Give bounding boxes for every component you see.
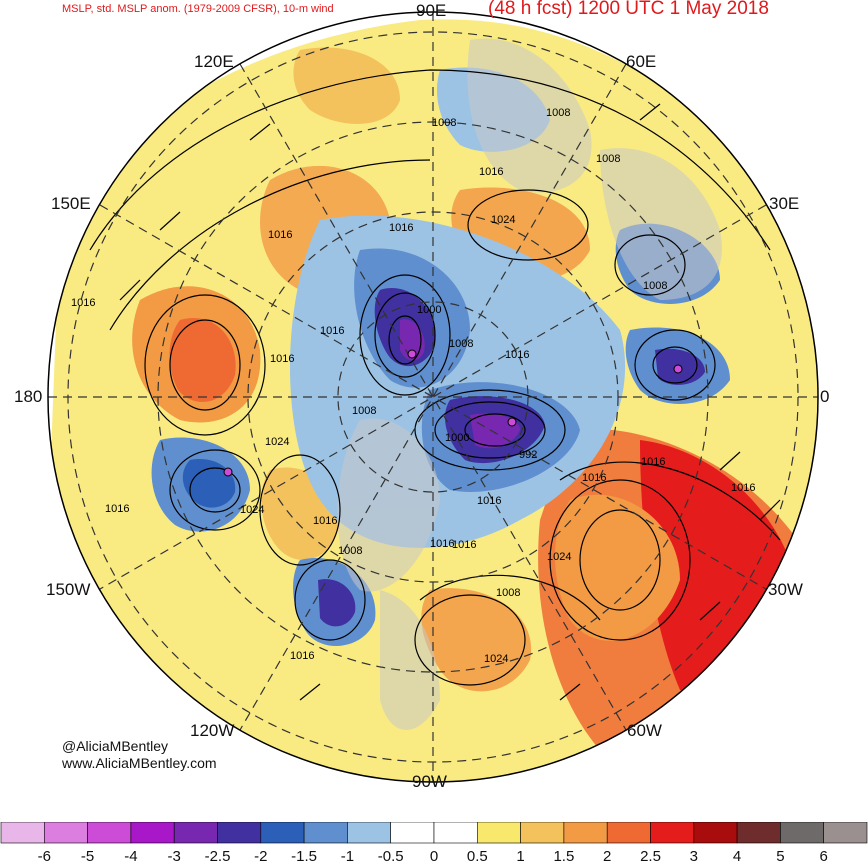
isobar-label: 1016 (641, 456, 665, 468)
colorbar-swatch (303, 822, 348, 844)
colorbar-tick-label: 1.5 (553, 848, 575, 865)
colorbar-swatch (347, 822, 391, 844)
colorbar-swatch (43, 822, 88, 844)
colorbar-tick-label: 2.5 (640, 848, 661, 865)
isobar-label: 1016 (505, 349, 529, 361)
colorbar-swatch (780, 822, 825, 844)
lon-label-150e: 150E (51, 194, 91, 213)
isobar-label: 1016 (320, 325, 344, 337)
isobar-label: 1016 (479, 166, 503, 178)
lon-label-60e: 60E (626, 52, 657, 71)
colorbar-tick-label: -2 (254, 848, 268, 865)
colorbar-swatch (173, 822, 218, 844)
lon-label-150w: 150W (46, 580, 91, 599)
isobar-label: 1024 (484, 653, 508, 665)
isobar-label: 1016 (313, 515, 337, 527)
isobar-label: 1008 (596, 153, 620, 165)
colorbar-tick-label: -5 (80, 848, 95, 865)
colorbar-tick-label: 6 (819, 848, 828, 865)
colorbar-tick-label: -1.5 (291, 848, 318, 865)
isobar-label: 1024 (547, 551, 571, 563)
isobar-label: 1016 (430, 538, 454, 550)
colorbar-tick-label: -3 (167, 848, 181, 865)
isobar-label: 1008 (643, 280, 667, 292)
isobar-label: 1008 (496, 587, 520, 599)
isobar-label: 1016 (290, 650, 314, 662)
isobar-labels: 1008100810081016102410161016101610081000… (71, 107, 755, 665)
colorbar-swatch (0, 822, 45, 844)
colorbar-tick-label: 3 (689, 848, 698, 865)
lon-label-30w: 30W (768, 580, 803, 599)
colorbar-swatch (87, 822, 132, 844)
lon-label-90e: 90E (416, 1, 447, 20)
polar-map: 1008100810081016102410161016101610081000… (47, 11, 819, 783)
map-disk: 1008100810081016102410161016101610081000… (48, 12, 818, 782)
colorbar-tick-label: -1 (340, 848, 355, 865)
isobar-label: 1008 (352, 405, 376, 417)
colorbar-tick-label: 0.5 (466, 848, 488, 865)
colorbar-tick-label: 1 (516, 848, 525, 865)
colorbar-swatch (606, 822, 651, 844)
lon-label-120e: 120E (194, 52, 234, 71)
lon-label-0: 0 (820, 387, 830, 406)
colorbar-swatch (390, 822, 435, 844)
isobar-label: 1016 (477, 495, 501, 507)
isobar-label: 1000 (417, 304, 441, 316)
colorbar-swatch (736, 822, 781, 844)
isobar-label: 1016 (268, 229, 292, 241)
colorbar-tick-label: 4 (732, 848, 742, 865)
colorbar-swatch (650, 822, 695, 844)
colorbar-swatch (563, 822, 608, 844)
colorbar-swatch (823, 822, 868, 844)
colorbar-tick-label: -2.5 (204, 848, 231, 865)
isobar-label: 1008 (546, 107, 570, 119)
lon-label-30e: 30E (769, 194, 800, 213)
colorbar-tick-label: 5 (776, 848, 785, 865)
colorbar-swatch (433, 822, 478, 844)
isobar-label: 1016 (71, 297, 95, 309)
colorbar-tick-label: -0.5 (377, 848, 404, 865)
isobar-label: 1000 (445, 432, 469, 444)
lon-label-90w: 90W (412, 772, 447, 791)
lon-label-60w: 60W (627, 721, 662, 740)
lon-label-180: 180 (14, 387, 43, 406)
colorbar-swatch (130, 822, 175, 844)
wind-barbs (119, 103, 781, 701)
credit-site: www.AliciaMBentley.com (62, 755, 217, 771)
isobar-label: 1016 (389, 222, 413, 234)
isobar-label: 1016 (582, 472, 606, 484)
colorbar-tick-label: -4 (124, 848, 138, 865)
credit-handle: @AliciaMBentley (62, 738, 169, 754)
isobar-label: 1024 (240, 504, 264, 516)
isobar-label: 1024 (265, 436, 289, 448)
colorbar (0, 822, 868, 844)
isobar-label: 1008 (449, 338, 473, 350)
lon-label-120w: 120W (190, 721, 235, 740)
map-border (47, 11, 819, 783)
colorbar-tick-label: -6 (37, 848, 51, 865)
isobar-label: 1016 (452, 539, 476, 551)
isobar-label: 1016 (731, 482, 755, 494)
colorbar-swatch (260, 822, 305, 844)
low-centers (223, 349, 683, 477)
graticule (48, 12, 818, 782)
isobar-label: 1024 (491, 214, 515, 226)
colorbar-swatch (520, 822, 565, 844)
right-title: (48 h fcst) 1200 UTC 1 May 2018 (488, 0, 769, 19)
isobar-label: 1016 (105, 503, 129, 515)
isobar-label: 992 (519, 449, 537, 461)
colorbar-swatch (476, 822, 521, 844)
colorbar-swatch (693, 822, 738, 844)
colorbar-tick-label: 2 (603, 848, 612, 865)
colorbar-tick-label: 0 (429, 848, 439, 865)
isobar-contours (89, 69, 781, 686)
isobar-label: 1008 (432, 117, 456, 129)
isobar-label: 1016 (270, 353, 294, 365)
isobar-label: 1008 (338, 545, 362, 557)
left-title: MSLP, std. MSLP anom. (1979-2009 CFSR), … (62, 3, 334, 15)
colorbar-swatch (217, 822, 262, 844)
